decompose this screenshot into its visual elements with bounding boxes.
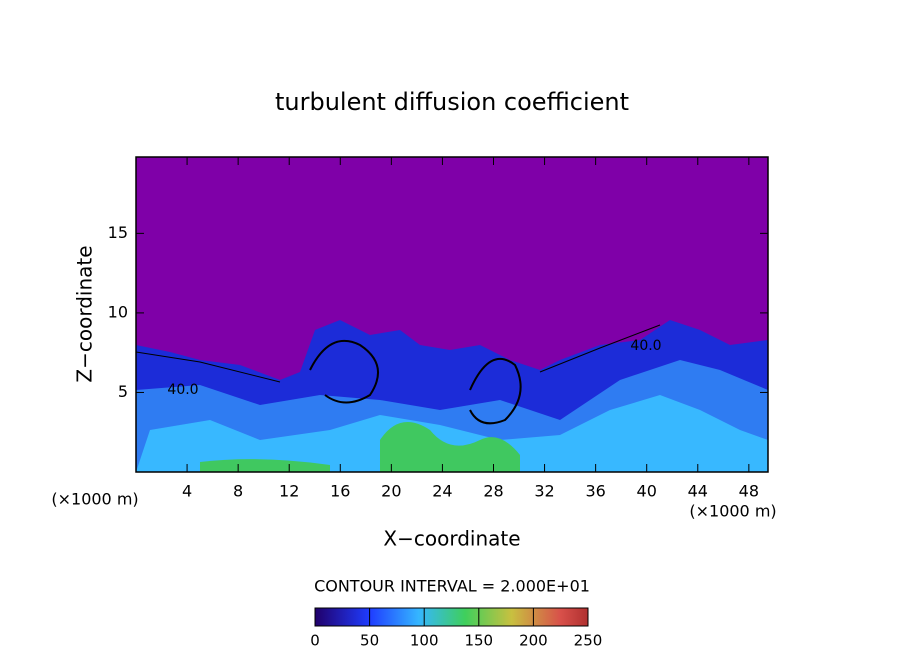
contour-label: 40.0 <box>167 382 198 398</box>
plot-frame <box>135 156 769 473</box>
x-unit-label: (×1000 m) <box>689 502 776 521</box>
colorbar-tick-label: 0 <box>310 632 320 650</box>
field-region <box>200 459 330 472</box>
x-tick-label: 44 <box>688 482 708 501</box>
contour-interval: CONTOUR INTERVAL = 2.000E+01 <box>314 577 590 596</box>
x-tick-label: 40 <box>637 482 657 501</box>
colorbar-tick-label: 250 <box>574 632 603 650</box>
x-tick-label: 24 <box>432 482 452 501</box>
field <box>136 157 768 472</box>
contour-line <box>136 324 661 383</box>
y-tick-label: 5 <box>118 382 128 401</box>
x-tick-label: 12 <box>279 482 299 501</box>
colorbar-tick-label: 50 <box>360 632 379 650</box>
colorbar-tick-label: 150 <box>464 632 493 650</box>
x-tick-label: 8 <box>233 482 243 501</box>
x-tick-label: 36 <box>585 482 605 501</box>
x-unit-label: (×1000 m) <box>51 490 138 509</box>
y-tick-label: 15 <box>108 223 128 242</box>
colorbar <box>314 607 589 627</box>
field-region <box>136 395 768 472</box>
x-tick-label: 20 <box>381 482 401 501</box>
colorbar-tick-label: 200 <box>519 632 548 650</box>
x-axis-label: X−coordinate <box>383 527 520 551</box>
x-tick-label: 16 <box>330 482 350 501</box>
contour-label: 40.0 <box>630 338 661 354</box>
colorbar-tick-label: 100 <box>410 632 439 650</box>
field-region <box>380 422 520 472</box>
y-tick-label: 10 <box>108 302 128 321</box>
contour-line <box>309 340 379 404</box>
x-tick-label: 28 <box>483 482 503 501</box>
chart-title: turbulent diffusion coefficient <box>275 88 629 116</box>
contour-line <box>469 357 522 425</box>
x-tick-label: 32 <box>534 482 554 501</box>
y-axis-label: Z−coordinate <box>73 245 97 382</box>
x-tick-label: 4 <box>182 482 192 501</box>
x-tick-label: 48 <box>739 482 759 501</box>
